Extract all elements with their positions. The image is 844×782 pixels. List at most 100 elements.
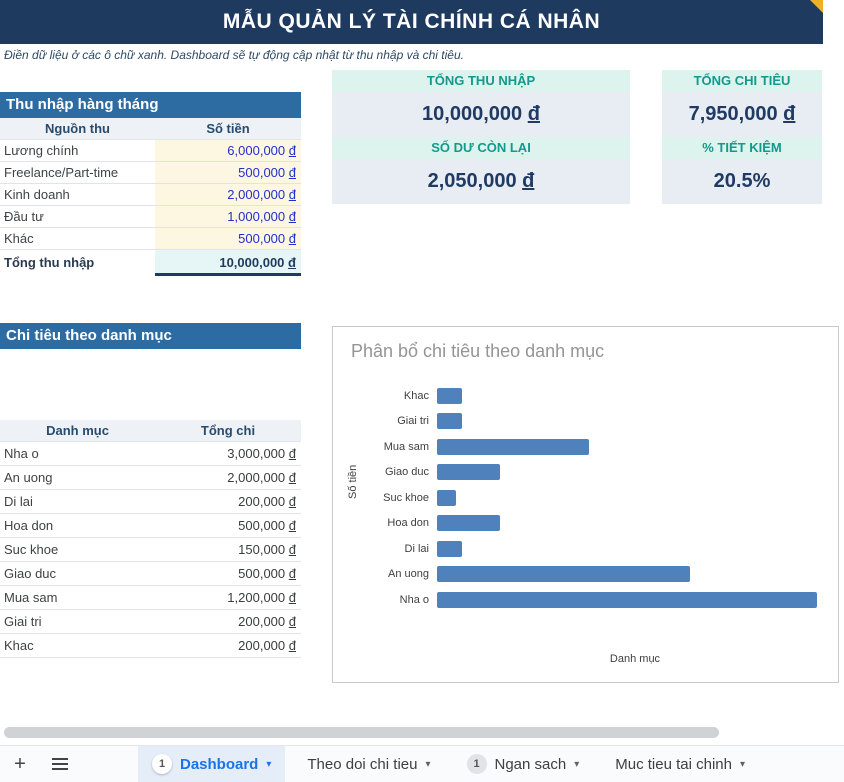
income-row-label: Kinh doanh bbox=[4, 187, 70, 202]
expense-amount-cell: 500,000 đ bbox=[155, 562, 301, 585]
kpi-card-right: TỔNG CHI TIÊU 7,950,000 đ % TIẾT KIỆM 20… bbox=[662, 70, 822, 204]
chart-category-label: Mua sam bbox=[383, 440, 429, 453]
tab-dashboard[interactable]: 1 Dashboard ▾ bbox=[138, 746, 286, 782]
horizontal-scrollbar-track[interactable] bbox=[0, 722, 844, 744]
income-amount-cell[interactable]: 500,000 đ bbox=[155, 228, 301, 249]
income-table: Thu nhập hàng tháng Nguồn thu Số tiền Lư… bbox=[0, 92, 301, 276]
chevron-down-icon[interactable]: ▾ bbox=[425, 758, 431, 770]
kpi-income-value: 10,000,000 đ bbox=[332, 92, 630, 137]
expense-col-total: Tổng chi bbox=[200, 423, 256, 438]
chart-category-label: Khac bbox=[403, 389, 429, 402]
chevron-down-icon[interactable]: ▾ bbox=[574, 758, 580, 770]
income-row-label: Đầu tư bbox=[4, 209, 44, 224]
income-amount-cell[interactable]: 6,000,000 đ bbox=[155, 140, 301, 161]
dong-symbol: đ bbox=[288, 590, 296, 605]
dong-symbol: đ bbox=[527, 103, 540, 125]
chart-bar-zone bbox=[437, 540, 817, 557]
tab-theo-doi-chi-tieu[interactable]: Theo doi chi tieu ▾ bbox=[293, 746, 444, 782]
corner-fold-icon bbox=[810, 0, 823, 13]
chart-bar bbox=[437, 540, 463, 557]
tab-label: Theo doi chi tieu bbox=[307, 755, 418, 773]
chart-bar-row: An uong bbox=[345, 562, 827, 588]
expense-amount-cell: 500,000 đ bbox=[155, 514, 301, 537]
chart-bar-zone bbox=[437, 413, 817, 430]
expense-chart[interactable]: Phân bổ chi tiêu theo danh mục Số tiền K… bbox=[332, 326, 839, 683]
instruction-text: Điền dữ liệu ở các ô chữ xanh. Dashboard… bbox=[4, 48, 464, 62]
income-row: Đầu tư 1,000,000 đ bbox=[0, 206, 301, 228]
income-amount-cell[interactable]: 1,000,000 đ bbox=[155, 206, 301, 227]
expense-amount-cell: 1,200,000 đ bbox=[155, 586, 301, 609]
dong-symbol: đ bbox=[288, 470, 296, 485]
chart-category-label: Suc khoe bbox=[383, 491, 429, 504]
dong-symbol: đ bbox=[288, 614, 296, 629]
sheet-tab-bar: + 1 Dashboard ▾ Theo doi chi tieu ▾ 1 Ng… bbox=[0, 745, 844, 782]
income-total-label: Tổng thu nhập bbox=[4, 255, 95, 270]
expense-amount-cell: 3,000,000 đ bbox=[155, 442, 301, 465]
expense-row-label: Suc khoe bbox=[4, 542, 59, 557]
expense-row: Suc khoe 150,000 đ bbox=[0, 538, 301, 562]
chart-category-label: An uong bbox=[388, 568, 429, 581]
expense-amount: 200,000 bbox=[238, 494, 286, 509]
income-row: Khác 500,000 đ bbox=[0, 228, 301, 250]
income-amount-cell[interactable]: 2,000,000 đ bbox=[155, 184, 301, 205]
income-section-header: Thu nhập hàng tháng bbox=[0, 92, 301, 118]
tab-badge: 1 bbox=[466, 754, 487, 774]
income-amount: 1,000,000 bbox=[227, 209, 286, 224]
expense-section-header: Chi tiêu theo danh mục bbox=[0, 323, 301, 349]
tab-muc-tieu-tai-chinh[interactable]: Muc tieu tai chinh ▾ bbox=[601, 746, 759, 782]
expense-amount: 150,000 bbox=[238, 542, 286, 557]
tab-gap bbox=[593, 746, 601, 782]
plus-icon: + bbox=[14, 753, 26, 775]
chart-bar-zone bbox=[437, 387, 817, 404]
expense-amount: 3,000,000 bbox=[227, 446, 286, 461]
kpi-savings-label: % TIẾT KIỆM bbox=[662, 137, 822, 159]
expense-amount-cell: 200,000 đ bbox=[155, 610, 301, 633]
dong-symbol: đ bbox=[288, 209, 296, 224]
expense-row: Hoa don 500,000 đ bbox=[0, 514, 301, 538]
expense-column-headers: Danh mục Tổng chi bbox=[0, 420, 301, 442]
income-row-label: Freelance/Part-time bbox=[4, 165, 119, 180]
chart-category-label: Hoa don bbox=[387, 517, 429, 530]
chart-title: Phân bổ chi tiêu theo danh mục bbox=[351, 341, 605, 361]
chart-bar-zone bbox=[437, 591, 817, 608]
chart-bar bbox=[437, 566, 691, 583]
expense-row-label: Giai tri bbox=[4, 614, 42, 629]
expense-row-label: Di lai bbox=[4, 494, 33, 509]
expense-amount-cell: 2,000,000 đ bbox=[155, 466, 301, 489]
add-sheet-button[interactable]: + bbox=[0, 746, 40, 782]
income-amount: 2,000,000 bbox=[227, 187, 286, 202]
expense-row: Giao duc 500,000 đ bbox=[0, 562, 301, 586]
tab-ngan-sach[interactable]: 1 Ngan sach ▾ bbox=[453, 746, 594, 782]
kpi-expense-value: 7,950,000 đ bbox=[662, 92, 822, 137]
horizontal-scrollbar-thumb[interactable] bbox=[4, 727, 719, 738]
income-row: Freelance/Part-time 500,000 đ bbox=[0, 162, 301, 184]
dong-symbol: đ bbox=[288, 542, 296, 557]
income-amount-cell[interactable]: 500,000 đ bbox=[155, 162, 301, 183]
chart-bar-row: Di lai bbox=[345, 536, 827, 562]
expense-amount: 500,000 bbox=[238, 518, 286, 533]
expense-amount: 200,000 bbox=[238, 638, 286, 653]
all-sheets-button[interactable] bbox=[40, 746, 80, 782]
page-title: MẪU QUẢN LÝ TÀI CHÍNH CÁ NHÂN bbox=[222, 10, 601, 33]
chart-bar-row: Nha o bbox=[345, 587, 827, 613]
chart-bar-zone bbox=[437, 464, 817, 481]
chevron-down-icon[interactable]: ▾ bbox=[266, 758, 272, 770]
dong-symbol: đ bbox=[288, 165, 296, 180]
income-total-amount: 10,000,000 bbox=[219, 255, 285, 270]
income-row: Kinh doanh 2,000,000 đ bbox=[0, 184, 301, 206]
chart-bar-zone bbox=[437, 515, 817, 532]
expense-row-label: Giao duc bbox=[4, 566, 57, 581]
expense-row: Khac 200,000 đ bbox=[0, 634, 301, 658]
chart-bar-row: Giao duc bbox=[345, 460, 827, 486]
chart-bar-row: Mua sam bbox=[345, 434, 827, 460]
chart-bar-row: Giai tri bbox=[345, 409, 827, 435]
expense-row: Giai tri 200,000 đ bbox=[0, 610, 301, 634]
chart-bar-row: Khac bbox=[345, 383, 827, 409]
chart-plot-area: Khac Giai tri Mua sam Giao duc Suc khoe … bbox=[345, 383, 827, 613]
dashboard-banner: MẪU QUẢN LÝ TÀI CHÍNH CÁ NHÂN bbox=[0, 0, 823, 44]
income-amount: 500,000 bbox=[238, 231, 286, 246]
tab-label: Dashboard bbox=[180, 755, 259, 773]
dong-symbol: đ bbox=[288, 446, 296, 461]
chevron-down-icon[interactable]: ▾ bbox=[739, 758, 746, 770]
